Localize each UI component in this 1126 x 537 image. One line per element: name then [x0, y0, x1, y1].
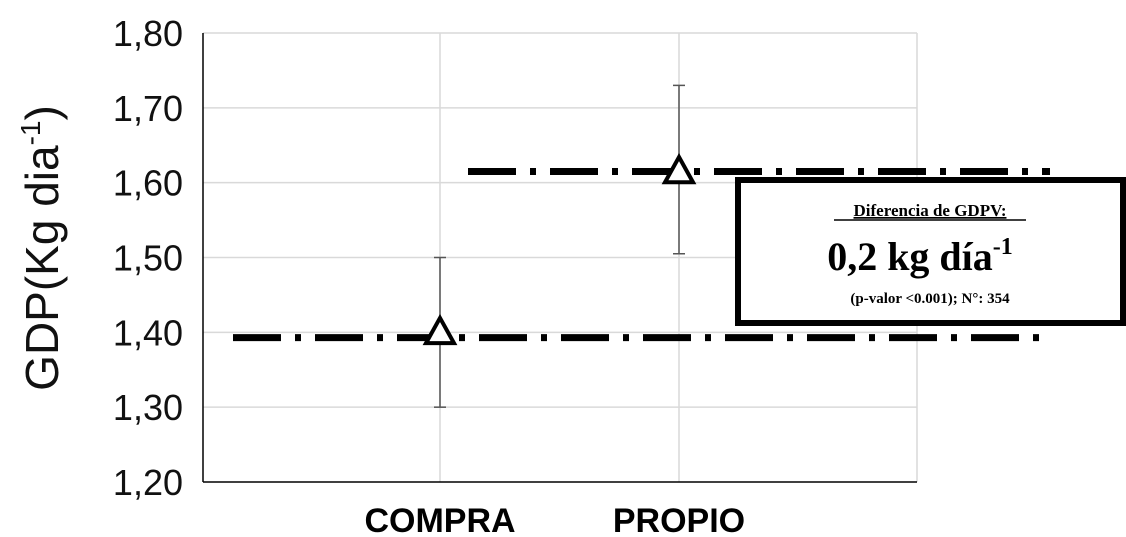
y-axis-label-superscript: -1 [15, 120, 46, 145]
y-tick-label: 1,70 [113, 88, 183, 129]
annotation-subtitle: (p-valor <0.001); N°: 354 [850, 291, 1010, 307]
reference-lines [233, 167, 1050, 342]
x-tick-labels: COMPRA PROPIO [364, 502, 745, 537]
data-points [422, 84, 697, 408]
annotation-value-superscript: -1 [993, 234, 1013, 260]
axes [202, 33, 917, 483]
x-tick-label: PROPIO [613, 502, 745, 537]
y-tick-label: 1,80 [113, 13, 183, 54]
y-tick-labels: 1,20 1,30 1,40 1,50 1,60 1,70 1,80 [113, 13, 183, 503]
data-point-propio [661, 84, 697, 255]
y-tick-label: 1,20 [113, 462, 183, 503]
x-tick-label: COMPRA [364, 502, 515, 537]
y-tick-label: 1,40 [113, 312, 183, 353]
y-axis-label: GDP(Kg dia-1) [15, 105, 68, 391]
annotation-title: Diferencia de GDPV: [854, 201, 1007, 220]
annotation-box: Diferencia de GDPV: 0,2 kg día-1 (p-valo… [735, 177, 1126, 326]
y-tick-label: 1,60 [113, 163, 183, 204]
triangle-marker [661, 152, 697, 185]
triangle-marker [422, 313, 458, 346]
annotation-value: 0,2 kg día-1 [827, 234, 1013, 279]
y-tick-label: 1,30 [113, 387, 183, 428]
y-tick-label: 1,50 [113, 238, 183, 279]
data-point-compra [422, 256, 458, 408]
